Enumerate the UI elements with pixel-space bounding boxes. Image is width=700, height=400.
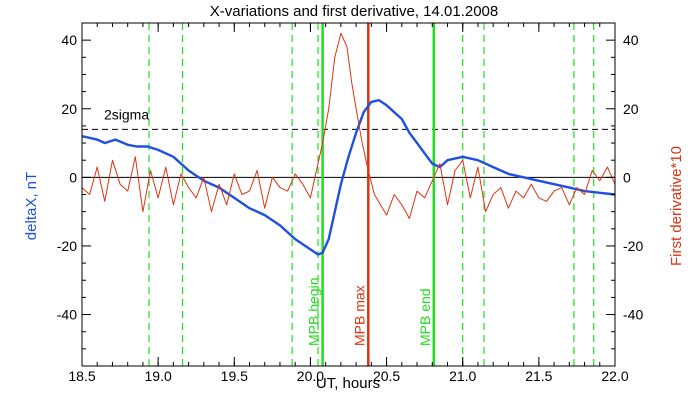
chart-title: X-variations and first derivative, 14.01… [210, 3, 499, 20]
x-axis-label: UT, hours [316, 375, 380, 392]
reference-line-label-1: 2sigma [104, 106, 149, 122]
x-tick-label-5: 21.0 [449, 368, 476, 384]
x-tick-label-0: 18.5 [68, 368, 95, 384]
left-axis-label: deltaX, nT [23, 172, 40, 240]
chart-labels: 2sigma MPB begin MPB max MPB end 18.5 19.0 19.… [57, 32, 644, 384]
y-tick-label-left-1: -20 [57, 238, 77, 254]
y-tick-label-left-2: 0 [69, 169, 77, 185]
x-tick-label-7: 22.0 [601, 368, 628, 384]
plot-area [81, 23, 616, 366]
series-line-0 [81, 99, 616, 256]
y-tick-label-right-2: 0 [623, 169, 631, 185]
x-tick-label-3: 20.0 [297, 368, 324, 384]
y-tick-label-right-1: -20 [623, 238, 643, 254]
series-line-1 [81, 32, 616, 219]
y-tick-label-right-3: 20 [623, 101, 639, 117]
x-tick-label-6: 21.5 [525, 368, 552, 384]
axes-frame [81, 22, 616, 367]
y-tick-label-left-0: -40 [57, 307, 77, 323]
x-tick-label-4: 20.5 [373, 368, 400, 384]
y-tick-label-left-4: 40 [61, 32, 77, 48]
plot-frame [81, 22, 616, 367]
marker-label-4: MPB begin [306, 278, 322, 346]
marker-label-5: MPB max [351, 285, 367, 346]
y-tick-label-right-4: 40 [623, 32, 639, 48]
y-tick-label-right-0: -40 [623, 307, 643, 323]
x-tick-label-2: 19.5 [221, 368, 248, 384]
marker-label-6: MPB end [417, 288, 433, 346]
x-tick-label-1: 19.0 [145, 368, 172, 384]
y-tick-label-left-3: 20 [61, 101, 77, 117]
right-axis-label: First derivative*10 [668, 146, 685, 266]
